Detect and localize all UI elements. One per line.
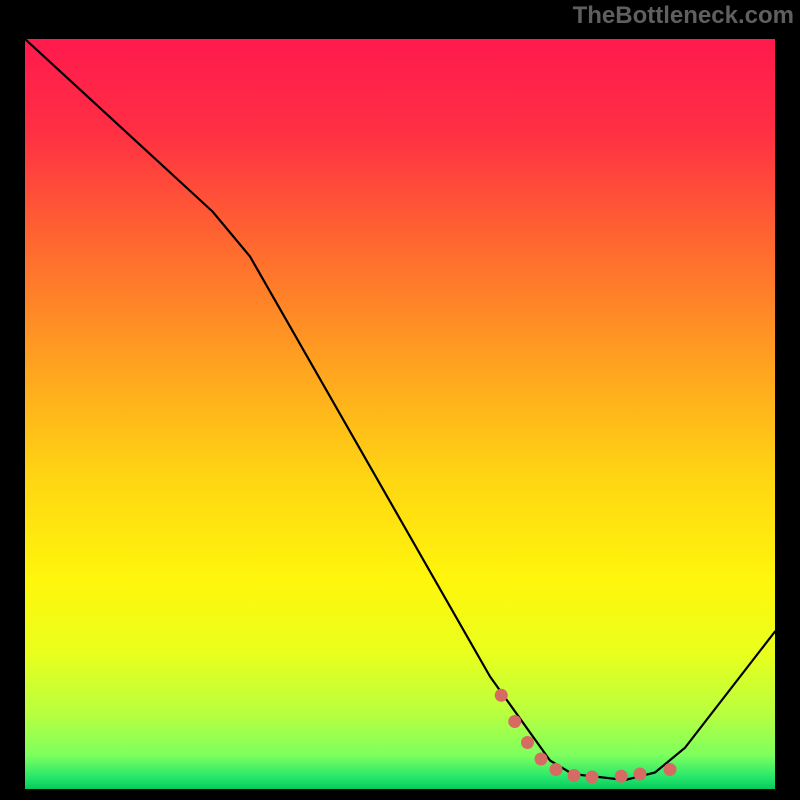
marker-dot	[550, 763, 563, 776]
marker-dot	[508, 715, 521, 728]
marker-dot	[568, 769, 581, 782]
marker-dot	[586, 771, 599, 784]
marker-dot	[615, 770, 628, 783]
plot-area	[25, 39, 775, 789]
marker-dot	[634, 768, 647, 781]
marker-dot	[521, 736, 534, 749]
marker-dot	[495, 689, 508, 702]
marker-dot	[535, 753, 548, 766]
watermark: TheBottleneck.com	[573, 2, 794, 30]
marker-dot	[664, 763, 677, 776]
canvas: TheBottleneck.com	[0, 0, 800, 800]
chart-svg	[25, 39, 775, 789]
gradient-background	[25, 39, 775, 789]
